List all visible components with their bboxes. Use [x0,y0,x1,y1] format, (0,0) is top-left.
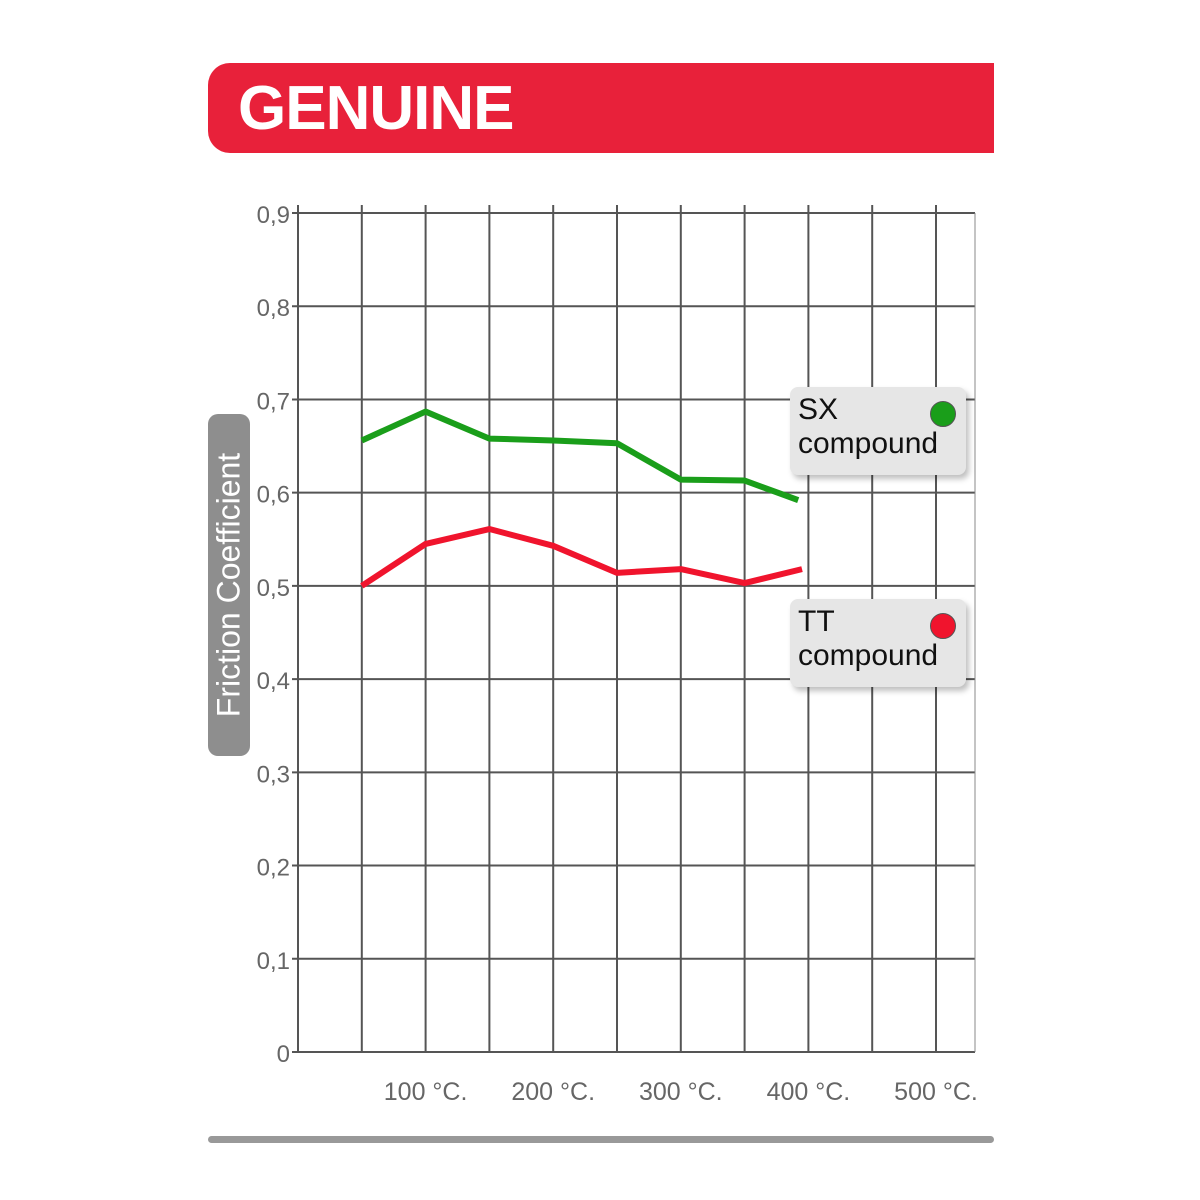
legend-tt-dot-icon [930,613,956,639]
y-tick-label: 0,6 [257,482,290,509]
legend-tt-line2: compound [798,639,939,672]
legend-sx-line2: compound [798,427,939,460]
bottom-rule [208,1136,994,1143]
legend-sx-line1: SX [798,393,839,426]
legend-tt-line1: TT [798,605,835,638]
x-tick-label: 400 °C. [767,1078,851,1106]
y-axis-label-background [208,414,250,756]
title-banner: GENUINE [208,63,994,153]
y-tick-label: 0,8 [257,295,290,322]
x-tick-label: 100 °C. [384,1078,468,1106]
series-line-sx [360,408,800,503]
legend-sx: SX compound [790,387,966,475]
y-tick-label: 0,4 [257,668,290,695]
y-tick-label: 0,2 [257,855,290,882]
x-tick-label: 500 °C. [894,1078,978,1106]
y-tick-label: 0,5 [257,575,290,602]
y-tick-label: 0 [277,1041,290,1068]
y-tick-label: 0,9 [257,202,290,229]
x-tick-label: 200 °C. [511,1078,595,1106]
legend-sx-dot-icon [930,401,956,427]
y-tick-label: 0,3 [257,761,290,788]
series-line-tt [360,526,803,589]
x-tick-label: 300 °C. [639,1078,723,1106]
y-tick-label: 0,1 [257,948,290,975]
legend-tt: TT compound [790,599,966,687]
chart-title: GENUINE [238,74,514,143]
y-tick-label: 0,7 [257,388,290,415]
